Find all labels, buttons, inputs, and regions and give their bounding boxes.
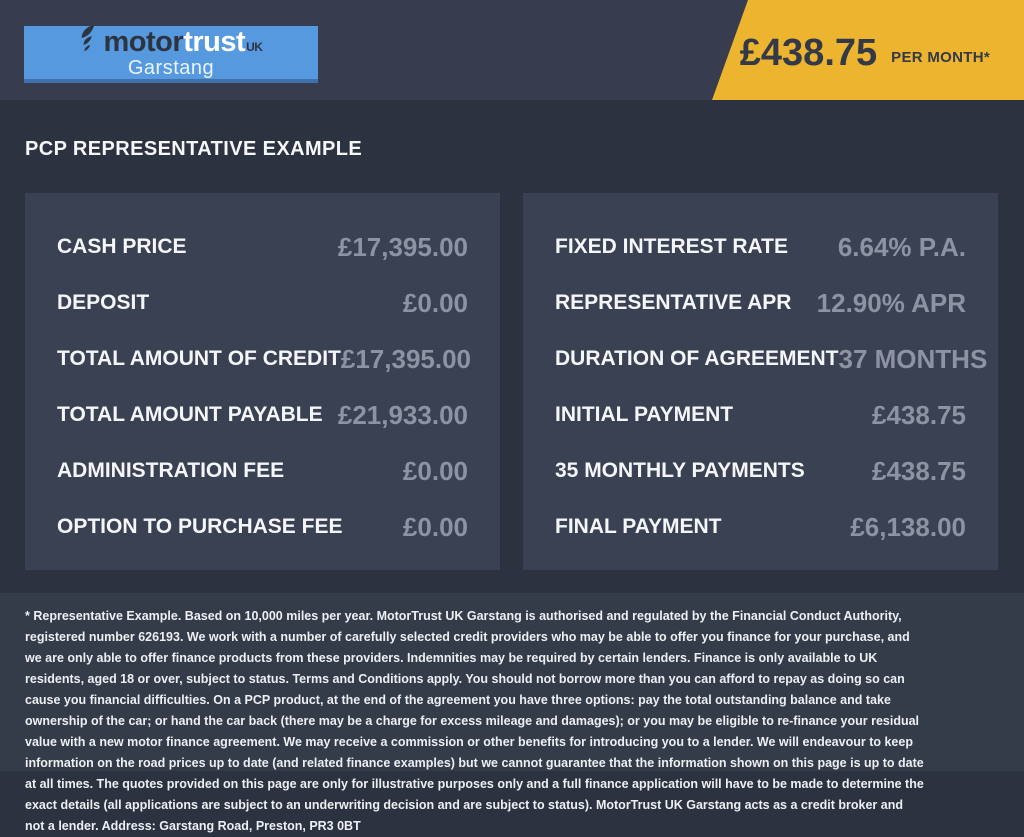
finance-row-value: £17,395.00: [340, 343, 472, 374]
finance-row-value: 6.64% P.A.: [837, 231, 966, 262]
finance-row-value: £438.75: [872, 455, 966, 486]
finance-row-value: £0.00: [402, 455, 468, 486]
brand-motor: motor: [103, 25, 184, 58]
finance-row: DEPOSIT £0.00: [57, 275, 468, 331]
main-content: PCP REPRESENTATIVE EXAMPLE CASH PRICE £1…: [0, 100, 1024, 570]
footer: * Representative Example. Based on 10,00…: [0, 593, 1024, 833]
finance-row-label: FINAL PAYMENT: [555, 515, 722, 538]
finance-row-value: 37 MONTHS: [838, 343, 988, 374]
price-banner: £438.75 PER MONTH*: [712, 0, 1024, 100]
finance-row: TOTAL AMOUNT PAYABLE £21,933.00: [57, 387, 468, 443]
logo-brand-line: motortrustUK: [80, 24, 263, 58]
finance-panel-right: FIXED INTEREST RATE 6.64% P.A. REPRESENT…: [523, 193, 998, 570]
finance-row-label: FIXED INTEREST RATE: [555, 235, 788, 258]
finance-row: FIXED INTEREST RATE 6.64% P.A.: [555, 219, 966, 275]
brand-name: motortrustUK: [103, 25, 263, 58]
finance-panel-left: CASH PRICE £17,395.00 DEPOSIT £0.00 TOTA…: [25, 193, 500, 570]
dealer-logo: motortrustUK Garstang: [24, 24, 318, 83]
header: motortrustUK Garstang £438.75 PER MONTH*: [0, 0, 1024, 100]
finance-row: ADMINISTRATION FEE £0.00: [57, 443, 468, 499]
finance-row-value: £0.00: [402, 287, 468, 318]
finance-row-value: 12.90% APR: [816, 287, 966, 318]
brand-trust: trust: [183, 25, 246, 58]
finance-row-label: TOTAL AMOUNT OF CREDIT: [57, 347, 341, 370]
finance-row-value: £21,933.00: [337, 399, 468, 430]
finance-row-value: £6,138.00: [850, 511, 966, 542]
disclaimer-text: * Representative Example. Based on 10,00…: [25, 609, 924, 833]
finance-row-label: OPTION TO PURCHASE FEE: [57, 515, 343, 538]
finance-row-label: ADMINISTRATION FEE: [57, 459, 285, 482]
finance-row: INITIAL PAYMENT £438.75: [555, 387, 966, 443]
brand-uk: UK: [246, 39, 263, 54]
finance-row: DURATION OF AGREEMENT 37 MONTHS: [555, 331, 987, 387]
monthly-price-period: PER MONTH*: [891, 48, 990, 66]
finance-row-value: £438.75: [872, 399, 966, 430]
finance-panels: CASH PRICE £17,395.00 DEPOSIT £0.00 TOTA…: [25, 193, 999, 570]
finance-row: 35 MONTHLY PAYMENTS £438.75: [555, 443, 966, 499]
finance-row: CASH PRICE £17,395.00: [57, 219, 468, 275]
page-title: PCP REPRESENTATIVE EXAMPLE: [25, 138, 363, 160]
finance-row-label: CASH PRICE: [57, 235, 187, 258]
finance-row: FINAL PAYMENT £6,138.00: [555, 499, 966, 555]
finance-row-value: £0.00: [402, 511, 468, 542]
finance-row-label: 35 MONTHLY PAYMENTS: [555, 459, 805, 482]
leaf-icon: [80, 24, 101, 56]
finance-row-label: INITIAL PAYMENT: [555, 403, 734, 426]
dealer-location: Garstang: [127, 56, 215, 79]
finance-row: OPTION TO PURCHASE FEE £0.00: [57, 499, 468, 555]
finance-row: REPRESENTATIVE APR 12.90% APR: [555, 275, 966, 331]
finance-row-label: REPRESENTATIVE APR: [555, 291, 792, 314]
monthly-price-amount: £438.75: [739, 31, 878, 74]
finance-row-label: DURATION OF AGREEMENT: [555, 347, 839, 370]
finance-row-label: DEPOSIT: [57, 291, 150, 314]
finance-row-value: £17,395.00: [337, 231, 468, 262]
finance-row-label: TOTAL AMOUNT PAYABLE: [57, 403, 323, 426]
finance-row: TOTAL AMOUNT OF CREDIT £17,395.00: [57, 331, 472, 387]
